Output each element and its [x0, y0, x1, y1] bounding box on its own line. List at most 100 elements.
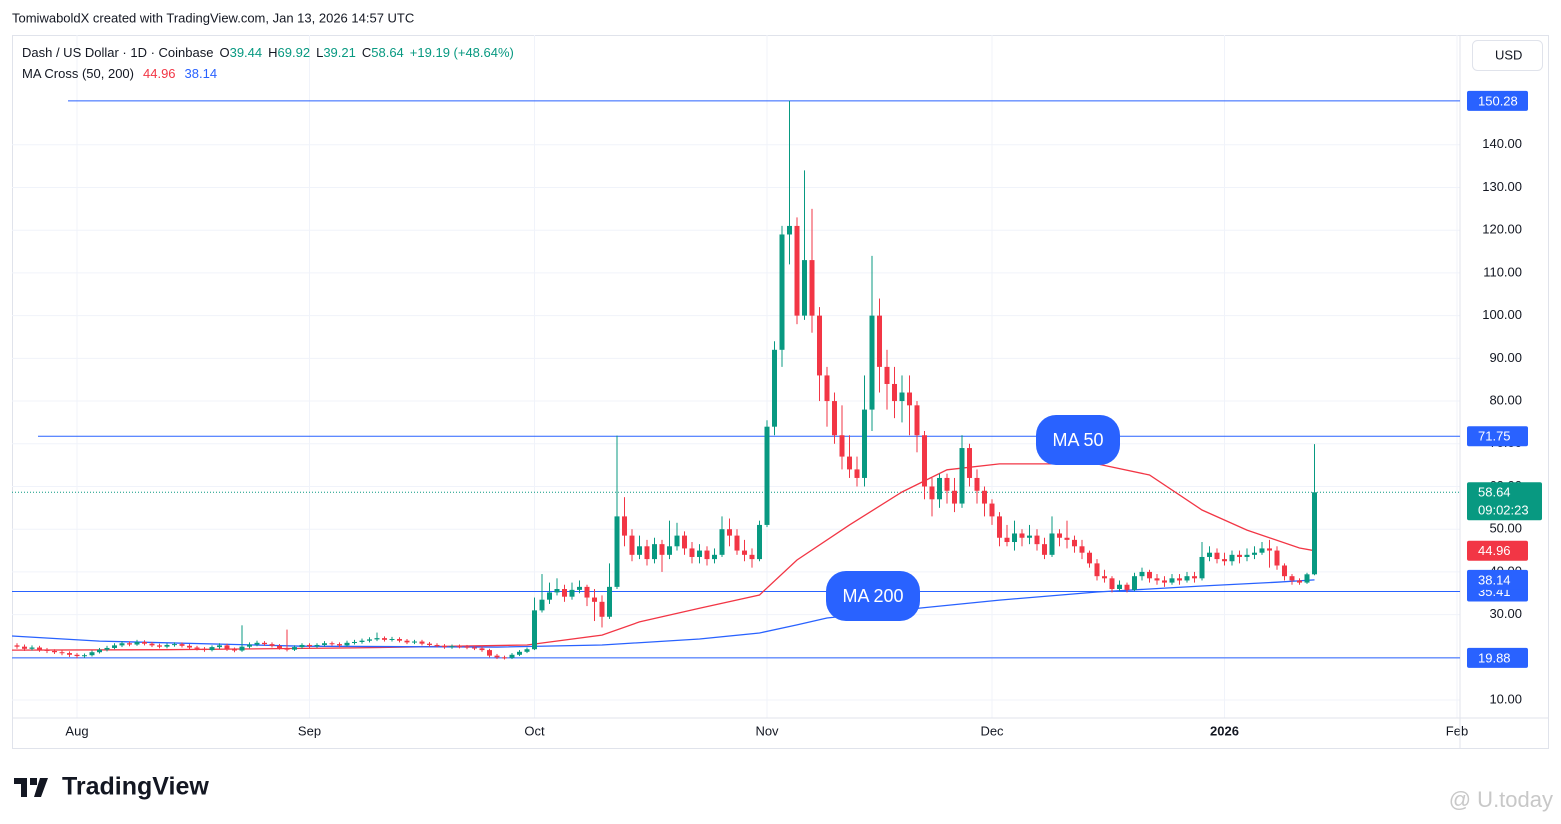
price-badge	[1467, 482, 1542, 521]
candle-body	[1184, 576, 1190, 581]
y-tick-label: 30.00	[1489, 606, 1522, 621]
candle-body	[1289, 576, 1295, 581]
y-tick-label: 80.00	[1489, 392, 1522, 407]
candle-body	[629, 535, 635, 555]
candle-body	[307, 644, 313, 647]
legend-row: Dash / US Dollar · 1D · Coinbase O39.44 H6…	[22, 45, 514, 60]
candle-body	[179, 644, 185, 646]
price-badge	[1467, 569, 1528, 590]
candle-body	[952, 490, 958, 504]
candle-body	[127, 643, 133, 645]
candle-body	[772, 349, 778, 427]
candle-body	[1124, 584, 1130, 590]
candle-body	[1154, 578, 1160, 581]
ohlc-key: H	[268, 45, 277, 60]
candle-body	[847, 456, 853, 470]
y-tick-label: 140.00	[1482, 136, 1522, 151]
candle-body	[374, 638, 380, 640]
candle-body	[1162, 580, 1168, 583]
candle-body	[412, 641, 418, 643]
ohlc-value: 39.44	[230, 45, 263, 60]
candle-body	[652, 544, 658, 560]
candle-body	[247, 644, 253, 647]
candle-body	[824, 375, 830, 402]
candle-body	[82, 655, 88, 657]
candle-body	[607, 586, 613, 617]
candle-body	[442, 645, 448, 648]
currency-button[interactable]	[1472, 40, 1543, 71]
candle-body	[112, 645, 118, 648]
candle-body	[29, 647, 35, 649]
candle-body	[464, 646, 470, 648]
ma-bubble	[826, 571, 920, 621]
candle-body	[352, 641, 358, 643]
logo-text: TradingView	[62, 773, 209, 801]
candle-body	[839, 435, 845, 457]
candle-body	[157, 645, 163, 647]
ma-line	[12, 579, 1315, 648]
candle-body	[67, 653, 73, 655]
candle-body	[502, 657, 508, 659]
candle-body	[1004, 537, 1010, 543]
y-tick-label: 10.00	[1489, 691, 1522, 706]
candle-body	[479, 648, 485, 651]
candle-body	[1027, 535, 1033, 538]
candle-body	[322, 643, 328, 645]
candle-body	[539, 599, 545, 611]
candle-body	[547, 592, 553, 600]
candle-body	[922, 435, 928, 487]
candle-body	[727, 529, 733, 536]
candle-body	[592, 597, 598, 602]
candle-body	[899, 392, 905, 402]
candle-body	[329, 643, 335, 645]
candle-body	[314, 644, 320, 647]
candle-body	[1222, 559, 1228, 562]
ohlc-value: 58.64	[371, 45, 404, 60]
candle-body	[1079, 546, 1085, 553]
price-badge-label: 38.14	[1478, 572, 1511, 587]
candle-body	[1274, 550, 1280, 566]
indicator-row: MA Cross (50, 200) 44.96 38.14	[22, 66, 217, 81]
candle-body	[284, 647, 290, 650]
candle-body	[1064, 537, 1070, 540]
candle-body	[682, 535, 688, 549]
x-tick-label: 2026	[1210, 723, 1239, 738]
ma-bubble	[1036, 415, 1120, 465]
currency-label[interactable]: USD	[1495, 47, 1522, 62]
candle-body	[1192, 576, 1198, 579]
candle-body	[599, 601, 605, 617]
candle-body	[359, 640, 365, 642]
watermark: @ U.today	[1449, 787, 1553, 812]
candle-body	[337, 644, 343, 646]
candle-body	[1109, 578, 1115, 590]
candle-body	[74, 654, 80, 657]
ohlc-key: C	[362, 45, 371, 60]
x-tick-label: Dec	[980, 723, 1004, 738]
candle-body	[734, 535, 740, 551]
candle-body	[1199, 556, 1205, 579]
candle-body	[1042, 544, 1048, 555]
candle-body	[622, 516, 628, 536]
candle-body	[524, 649, 530, 652]
candle-body	[427, 643, 433, 645]
ohlc-key: O	[219, 45, 229, 60]
candle-body	[1072, 539, 1078, 547]
countdown: 09:02:23	[1478, 503, 1529, 518]
candle-body	[892, 383, 898, 402]
candle-body	[37, 647, 43, 650]
candle-body	[1237, 554, 1243, 557]
candle-body	[689, 548, 695, 557]
candle-body	[1049, 533, 1055, 555]
candle-body	[404, 640, 410, 643]
candle-body	[1132, 576, 1138, 590]
ma-bubble-label: MA 200	[842, 586, 903, 606]
ohlc-key: L	[316, 45, 323, 60]
ohlc-value: 69.92	[278, 45, 311, 60]
candle-body	[869, 315, 875, 410]
candle-body	[1057, 533, 1063, 538]
candle-body	[802, 260, 808, 316]
candle-body	[1169, 578, 1175, 583]
candle-body	[149, 643, 155, 646]
x-tick-label: Sep	[298, 723, 321, 738]
